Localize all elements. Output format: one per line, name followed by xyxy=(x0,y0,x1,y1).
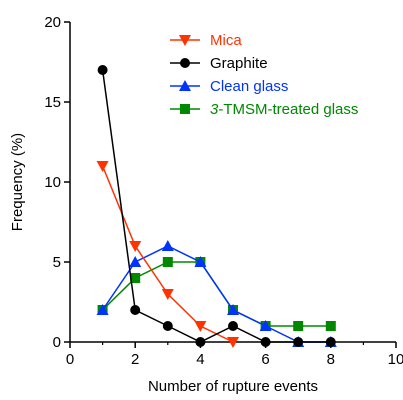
data-point xyxy=(293,337,304,347)
legend-label-text: -TMSM-treated glass xyxy=(218,101,358,118)
series-layer xyxy=(96,65,337,348)
data-point xyxy=(194,321,207,332)
series-line xyxy=(101,69,331,343)
data-point xyxy=(260,337,271,347)
data-point xyxy=(162,321,173,331)
x-tick-label: 10 xyxy=(388,351,403,368)
legend-marker xyxy=(180,58,190,68)
legend-item-1: Graphite xyxy=(170,55,268,72)
legend-item-0: Mica xyxy=(170,32,242,49)
data-point xyxy=(129,241,142,252)
data-point xyxy=(130,305,141,315)
series-line xyxy=(102,261,331,327)
series-0 xyxy=(96,161,239,348)
x-tick-label: 2 xyxy=(131,351,139,368)
data-point xyxy=(129,256,142,267)
data-point xyxy=(195,337,206,347)
data-point xyxy=(325,337,336,347)
axes: 0 2 4 6 8 10 0 5 10 15 20 xyxy=(44,14,403,368)
data-point xyxy=(97,65,108,75)
legend-item-2: Clean glass xyxy=(170,78,288,95)
x-tick-label: 4 xyxy=(196,351,204,368)
series-line xyxy=(101,245,331,343)
legend-marker xyxy=(179,80,191,91)
x-tick-label: 0 xyxy=(66,351,74,368)
data-point xyxy=(325,321,336,331)
data-point xyxy=(96,304,109,315)
series-1 xyxy=(97,65,336,347)
data-point xyxy=(293,321,304,331)
x-axis-label: Number of rupture events xyxy=(148,378,318,395)
legend-label-text: Graphite xyxy=(210,55,268,72)
y-axis-label: Frequency (%) xyxy=(9,133,26,231)
legend-label: Graphite xyxy=(210,55,268,72)
series-line xyxy=(101,165,234,343)
legend-marker xyxy=(180,104,190,114)
legend-label-italic-part: 3 xyxy=(210,101,219,118)
legend: Mica Graphite Clean glass 3-TMSM-treated gl… xyxy=(170,32,358,118)
data-point xyxy=(227,337,239,348)
y-tick-label: 0 xyxy=(53,334,61,351)
y-tick-label: 10 xyxy=(44,174,61,191)
data-point xyxy=(96,161,109,172)
x-tick-label: 6 xyxy=(261,351,269,368)
legend-label: 3-TMSM-treated glass xyxy=(210,101,358,118)
data-point xyxy=(161,289,174,300)
data-point xyxy=(161,240,174,251)
legend-label-text: Clean glass xyxy=(210,78,288,95)
y-tick-label: 20 xyxy=(44,14,61,31)
y-tick-label: 5 xyxy=(53,254,61,271)
data-point xyxy=(227,304,239,315)
legend-label: Clean glass xyxy=(210,78,288,95)
data-point xyxy=(162,257,173,267)
legend-item-3: 3-TMSM-treated glass xyxy=(170,101,358,118)
legend-label: Mica xyxy=(210,32,242,49)
data-point xyxy=(259,320,272,331)
data-point xyxy=(130,273,141,283)
legend-label-text: Mica xyxy=(210,32,242,49)
x-tick-label: 8 xyxy=(327,351,335,368)
legend-marker xyxy=(179,35,191,46)
y-tick-label: 15 xyxy=(44,94,61,111)
data-point xyxy=(194,256,207,267)
data-point xyxy=(228,321,238,331)
